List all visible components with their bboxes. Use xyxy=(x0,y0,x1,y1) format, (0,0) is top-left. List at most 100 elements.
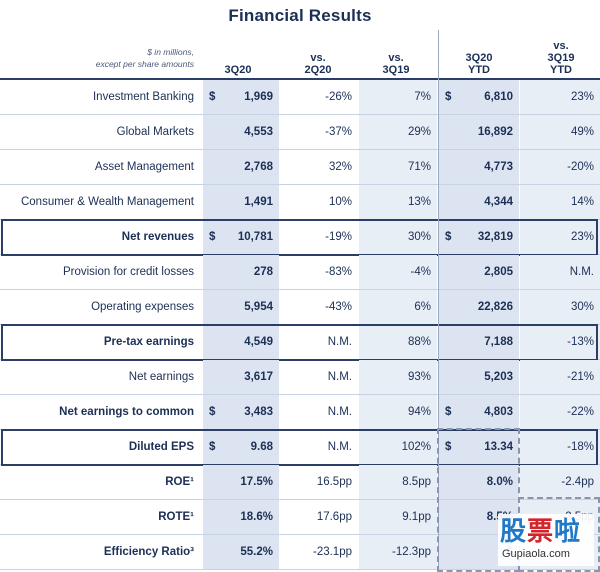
highlight-box xyxy=(1,324,598,361)
cell-ytd: 5,203 xyxy=(439,360,519,395)
table-row: Diluted EPS $9.68 N.M. 102% $13.34 -18% xyxy=(0,430,600,465)
cell-value: 30% xyxy=(570,301,594,313)
row-label: Pre-tax earnings xyxy=(103,336,194,348)
cell-value: 1,491 xyxy=(244,196,273,208)
cell-vs2q: 16.5pp xyxy=(280,465,358,500)
row-label: Investment Banking xyxy=(92,91,194,103)
currency-symbol: $ xyxy=(209,406,216,418)
cell-value: 32% xyxy=(328,161,352,173)
currency-symbol: $ xyxy=(445,231,452,243)
cell-value: 8.0% xyxy=(486,476,513,488)
table-row: Net earnings 3,617 N.M. 93% 5,203 -21% xyxy=(0,360,600,395)
cell-vs2q: -43% xyxy=(280,290,358,325)
cell-value: 4,549 xyxy=(244,336,273,348)
cell-q3: $10,781 xyxy=(203,220,279,255)
cell-value: 5,954 xyxy=(244,301,273,313)
cell-value: 16.5pp xyxy=(316,476,352,488)
cell-ytd: 2,805 xyxy=(439,255,519,290)
currency-symbol: $ xyxy=(209,441,216,453)
col-header-3q20: 3Q20 xyxy=(224,64,252,76)
table-row: Investment Banking $1,969 -26% 7% $6,810 23% xyxy=(0,80,600,115)
row-label: Consumer & Wealth Management xyxy=(20,196,194,208)
table-row: Net earnings to common $3,483 N.M. 94% $4,80… xyxy=(0,395,600,430)
table-row: Net revenues $10,781 -19% 30% $32,819 23% xyxy=(0,220,600,255)
watermark-url: Gupiaola.com xyxy=(502,548,570,560)
cell-vs2q: 32% xyxy=(280,150,358,185)
cell-value: N.M. xyxy=(327,406,352,418)
cell-q3: 5,954 xyxy=(203,290,279,325)
table-row: ROE¹ 17.5% 16.5pp 8.5pp 8.0% -2.4pp xyxy=(0,465,600,500)
cell-value: 5,203 xyxy=(484,371,513,383)
cell-value: -2.4pp xyxy=(561,476,594,488)
cell-value: 17.6pp xyxy=(316,511,352,523)
cell-value: 88% xyxy=(407,336,431,348)
units-note-line1: $ in millions, xyxy=(147,47,194,57)
row-separator xyxy=(0,569,600,570)
header-rule xyxy=(0,78,600,80)
table-row: Asset Management 2,768 32% 71% 4,773 -20% xyxy=(0,150,600,185)
cell-vsytd: -20% xyxy=(520,150,600,185)
cell-value: 23% xyxy=(570,231,594,243)
row-separator xyxy=(0,534,600,535)
cell-value: 2,805 xyxy=(484,266,513,278)
cell-value: -13% xyxy=(567,336,594,348)
row-label: Provision for credit losses xyxy=(62,266,194,278)
cell-value: -26% xyxy=(325,91,352,103)
row-label: Efficiency Ratio³ xyxy=(103,546,194,558)
cell-q3: 278 xyxy=(203,255,279,290)
cell-vs2q: -83% xyxy=(280,255,358,290)
cell-vs3q: 71% xyxy=(359,150,437,185)
cell-vs2q: N.M. xyxy=(280,360,358,395)
cell-q3: 17.5% xyxy=(203,465,279,500)
units-note-line2: except per share amounts xyxy=(95,59,194,69)
cell-value: 6% xyxy=(414,301,431,313)
row-label: Net revenues xyxy=(121,231,194,243)
cell-value: 10,781 xyxy=(237,231,273,243)
cell-vs3q: 8.5pp xyxy=(359,465,437,500)
cell-vsytd: 23% xyxy=(520,220,600,255)
cell-vsytd: -2.4pp xyxy=(520,465,600,500)
cell-value: 71% xyxy=(407,161,431,173)
col-header-vs-2q20-line2: 2Q20 xyxy=(304,64,332,76)
cell-value: -19% xyxy=(325,231,352,243)
page-title: Financial Results xyxy=(228,6,372,25)
cell-value: 94% xyxy=(407,406,431,418)
cell-vs3q: 13% xyxy=(359,185,437,220)
row-separator xyxy=(0,289,600,290)
watermark-char-1: 股 xyxy=(500,516,528,546)
cell-ytd: 16,892 xyxy=(439,115,519,150)
cell-value: 32,819 xyxy=(477,231,513,243)
row-label: Operating expenses xyxy=(91,301,194,313)
cell-value: 14% xyxy=(570,196,594,208)
cell-value: 4,553 xyxy=(244,126,273,138)
cell-q3: 4,553 xyxy=(203,115,279,150)
watermark-chars: 股票啦 xyxy=(500,516,581,546)
cell-vs3q: 29% xyxy=(359,115,437,150)
cell-ytd: $13.34 xyxy=(439,430,519,465)
cell-value: -18% xyxy=(567,441,594,453)
cell-ytd: 4,773 xyxy=(439,150,519,185)
row-label: ROTE¹ xyxy=(158,511,194,523)
cell-vs3q: 102% xyxy=(359,430,437,465)
watermark-char-2: 票 xyxy=(527,516,555,546)
cell-vs3q: 7% xyxy=(359,80,437,115)
cell-ytd: $32,819 xyxy=(439,220,519,255)
cell-value: -43% xyxy=(325,301,352,313)
cell-vs3q: 9.1pp xyxy=(359,500,437,535)
row-label: Asset Management xyxy=(94,161,194,173)
cell-vs2q: 10% xyxy=(280,185,358,220)
cell-value: 4,344 xyxy=(484,196,513,208)
cell-value: 13% xyxy=(407,196,431,208)
row-separator xyxy=(0,114,600,115)
cell-value: 55.2% xyxy=(240,546,273,558)
row-label: Diluted EPS xyxy=(128,441,194,453)
row-label: ROE¹ xyxy=(165,476,194,488)
ytd-divider xyxy=(438,30,439,570)
cell-value: 2,768 xyxy=(244,161,273,173)
cell-vs3q: 93% xyxy=(359,360,437,395)
cell-vs2q: -23.1pp xyxy=(280,535,358,570)
cell-vsytd: N.M. xyxy=(520,255,600,290)
cell-value: 278 xyxy=(253,266,273,278)
table-row: Consumer & Wealth Management 1,491 10% 13% 4… xyxy=(0,185,600,220)
cell-q3: 1,491 xyxy=(203,185,279,220)
